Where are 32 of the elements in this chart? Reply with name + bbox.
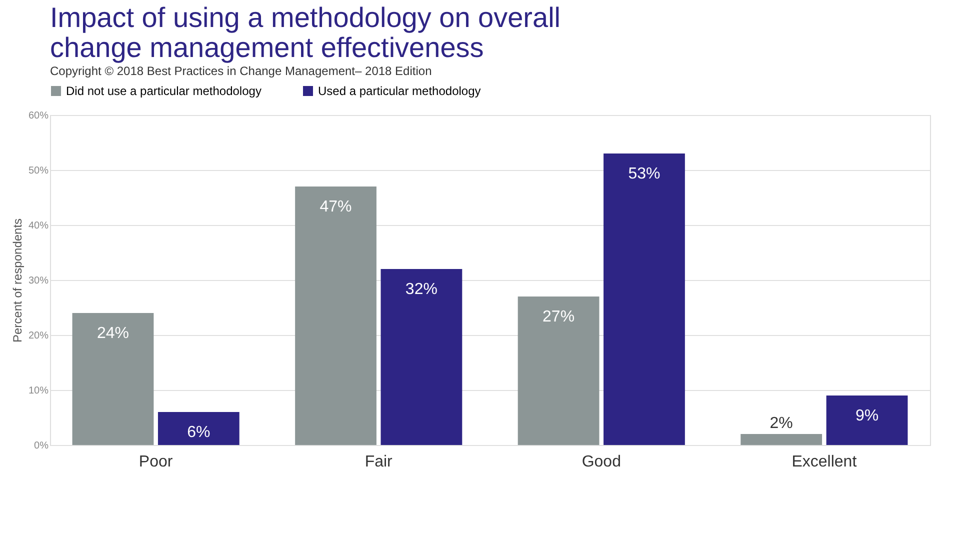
x-tick-label: Poor <box>138 454 174 470</box>
bar <box>72 313 154 445</box>
data-label: 47% <box>320 198 352 216</box>
bar <box>295 186 376 445</box>
x-tick-label: Good <box>582 454 621 470</box>
y-tick-label: 20% <box>28 330 49 342</box>
data-label: 6% <box>187 424 210 441</box>
chart-title: Impact of using a methodology on overall change management effectiveness <box>50 2 561 63</box>
data-label: 27% <box>542 308 575 326</box>
y-tick-label: 60% <box>28 110 49 122</box>
y-tick-label: 30% <box>28 276 49 286</box>
y-tick-label: 10% <box>28 386 49 396</box>
y-tick-label: 40% <box>28 220 49 232</box>
data-label: 9% <box>855 408 879 424</box>
bar <box>826 396 908 445</box>
data-label: 53% <box>628 166 660 182</box>
legend-label: Did not use a particular methodology <box>66 84 262 98</box>
data-label: 24% <box>96 325 129 342</box>
bar <box>740 434 822 445</box>
chart-subtitle: Copyright © 2018 Best Practices in Change Management– 2018 Edition <box>50 64 432 78</box>
x-tick-label: Excellent <box>792 454 858 470</box>
bar <box>158 412 240 445</box>
data-label: 2% <box>770 415 793 432</box>
bar <box>518 296 600 445</box>
bar <box>380 269 462 445</box>
x-tick-label: Fair <box>364 454 394 470</box>
y-tick-label: 0% <box>34 440 49 452</box>
legend-label: Used a particular methodology <box>318 84 481 98</box>
data-label: 32% <box>405 281 438 298</box>
y-axis-title: Percent of respondents <box>10 218 24 343</box>
y-tick-label: 50% <box>28 166 49 176</box>
bar <box>604 154 685 445</box>
